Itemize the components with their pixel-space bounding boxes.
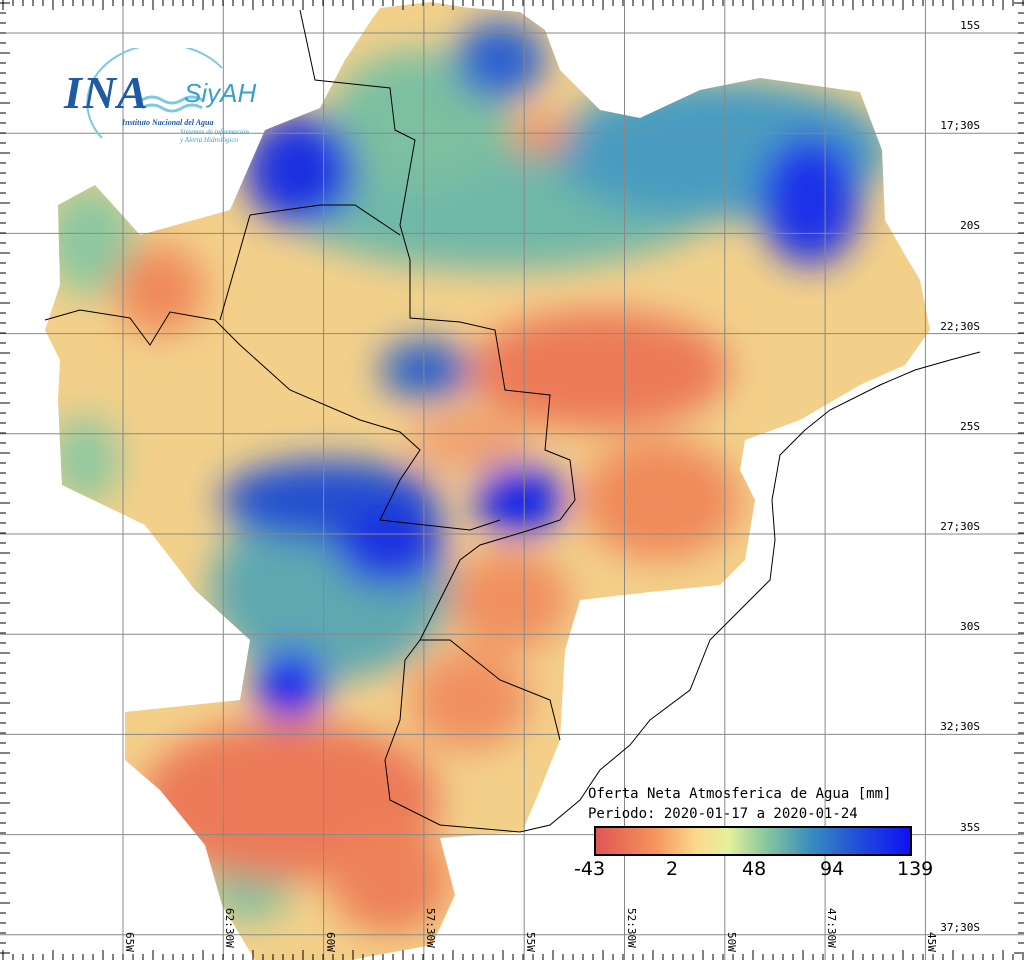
legend-title: Oferta Neta Atmosferica de Agua [mm] Per… <box>588 784 891 824</box>
latitude-label: 17;30S <box>940 119 980 133</box>
longitude-label: 52:30W <box>624 908 638 948</box>
latitude-label: 35S <box>960 820 980 834</box>
colorbar-tick: 2 <box>666 858 679 880</box>
longitude-label: 47:30W <box>825 908 839 948</box>
latitude-label: 15S <box>960 19 980 32</box>
ina-siyah-logo: INA SiyAH Instituto Nacional del Agua Si… <box>62 48 272 148</box>
country-border <box>219 204 401 321</box>
latitude-label: 37;30S <box>940 920 980 934</box>
logo-siyah: SiyAH <box>184 78 257 108</box>
latitude-label: 25S <box>960 419 980 433</box>
colorbar-tick: -43 <box>574 858 606 880</box>
latitude-label: 20S <box>960 219 980 233</box>
colorbar-tick: 139 <box>897 858 934 880</box>
colorbar-tick: 94 <box>820 858 845 880</box>
latitude-label: 32;30S <box>940 720 980 734</box>
logo-arc <box>86 48 223 139</box>
country-border <box>299 9 576 833</box>
logo-system: Sistemas de información y Alerta Hidroló… <box>180 128 249 144</box>
logo-system-line1: Sistemas de información <box>180 128 249 136</box>
legend-variable: Oferta Neta Atmosferica de Agua [mm] <box>588 786 892 802</box>
latitude-label: 22;30S <box>940 319 980 333</box>
latitude-label: 27;30S <box>940 520 980 533</box>
logo-system-line2: y Alerta Hidrológico <box>180 136 238 144</box>
coastline <box>519 351 981 833</box>
longitude-label: 50W <box>724 932 738 952</box>
boundaries <box>44 9 981 833</box>
colorbar-tick: 48 <box>742 858 767 880</box>
legend-period: Periodo: 2020-01-17 a 2020-01-24 <box>588 806 858 822</box>
logo-institute: Instituto Nacional del Agua <box>122 118 214 127</box>
logo-ina: INA <box>64 67 149 118</box>
colorbar <box>594 826 912 856</box>
latitude-label: 30S <box>960 620 980 634</box>
longitude-label: 62:30W <box>223 908 237 948</box>
longitude-label: 65W <box>123 932 136 952</box>
longitude-label: 60W <box>323 932 337 952</box>
longitude-label: 55W <box>524 932 538 952</box>
longitude-label: 57:30W <box>423 908 437 948</box>
country-border <box>420 639 561 741</box>
country-border <box>44 309 501 531</box>
longitude-label: 45W <box>925 932 939 952</box>
